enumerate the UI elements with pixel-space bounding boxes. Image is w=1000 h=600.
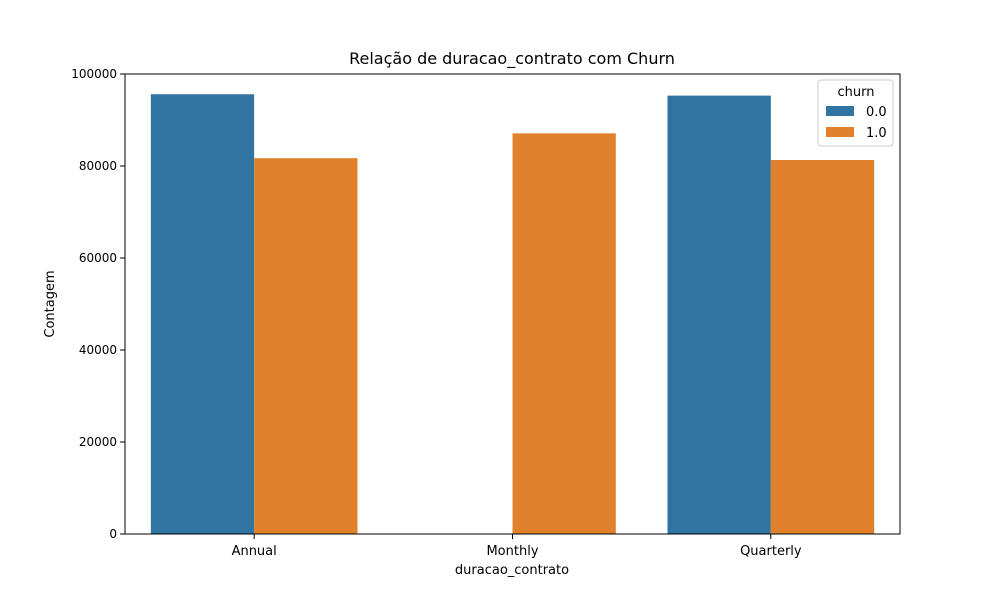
bars-group: [150, 94, 875, 535]
x-tick-label: Quarterly: [740, 544, 802, 559]
bar-monthly-churn-1-0: [512, 133, 616, 534]
bar-quarterly-churn-1-0: [770, 160, 875, 534]
x-axis-label: duracao_contrato: [455, 563, 569, 578]
x-tick-label: Annual: [232, 544, 277, 559]
legend-label: 0.0: [866, 105, 887, 120]
legend-label: 1.0: [866, 126, 887, 141]
y-tick-label: 80000: [79, 159, 117, 173]
legend-swatch: [826, 127, 854, 137]
y-tick-label: 60000: [79, 251, 117, 265]
y-axis-label: Contagem: [43, 270, 58, 337]
y-axis: 0 20000 40000 60000 80000 100000: [71, 67, 125, 541]
x-tick-label: Monthly: [486, 544, 538, 559]
y-tick-label: 0: [109, 527, 117, 541]
legend-swatch: [826, 106, 854, 116]
bar-quarterly-churn-0-0: [667, 95, 771, 535]
y-tick-label: 100000: [71, 67, 117, 81]
legend-items: 0.01.0: [826, 105, 887, 141]
legend: churn 0.01.0: [817, 79, 894, 147]
bar-annual-churn-1-0: [254, 158, 358, 534]
x-axis: Annual Monthly Quarterly: [232, 534, 802, 559]
bar-annual-churn-0-0: [150, 94, 255, 535]
legend-title: churn: [838, 85, 875, 100]
y-tick-label: 40000: [79, 343, 117, 357]
y-tick-label: 20000: [79, 435, 117, 449]
chart-title: Relação de duracao_contrato com Churn: [349, 49, 675, 69]
